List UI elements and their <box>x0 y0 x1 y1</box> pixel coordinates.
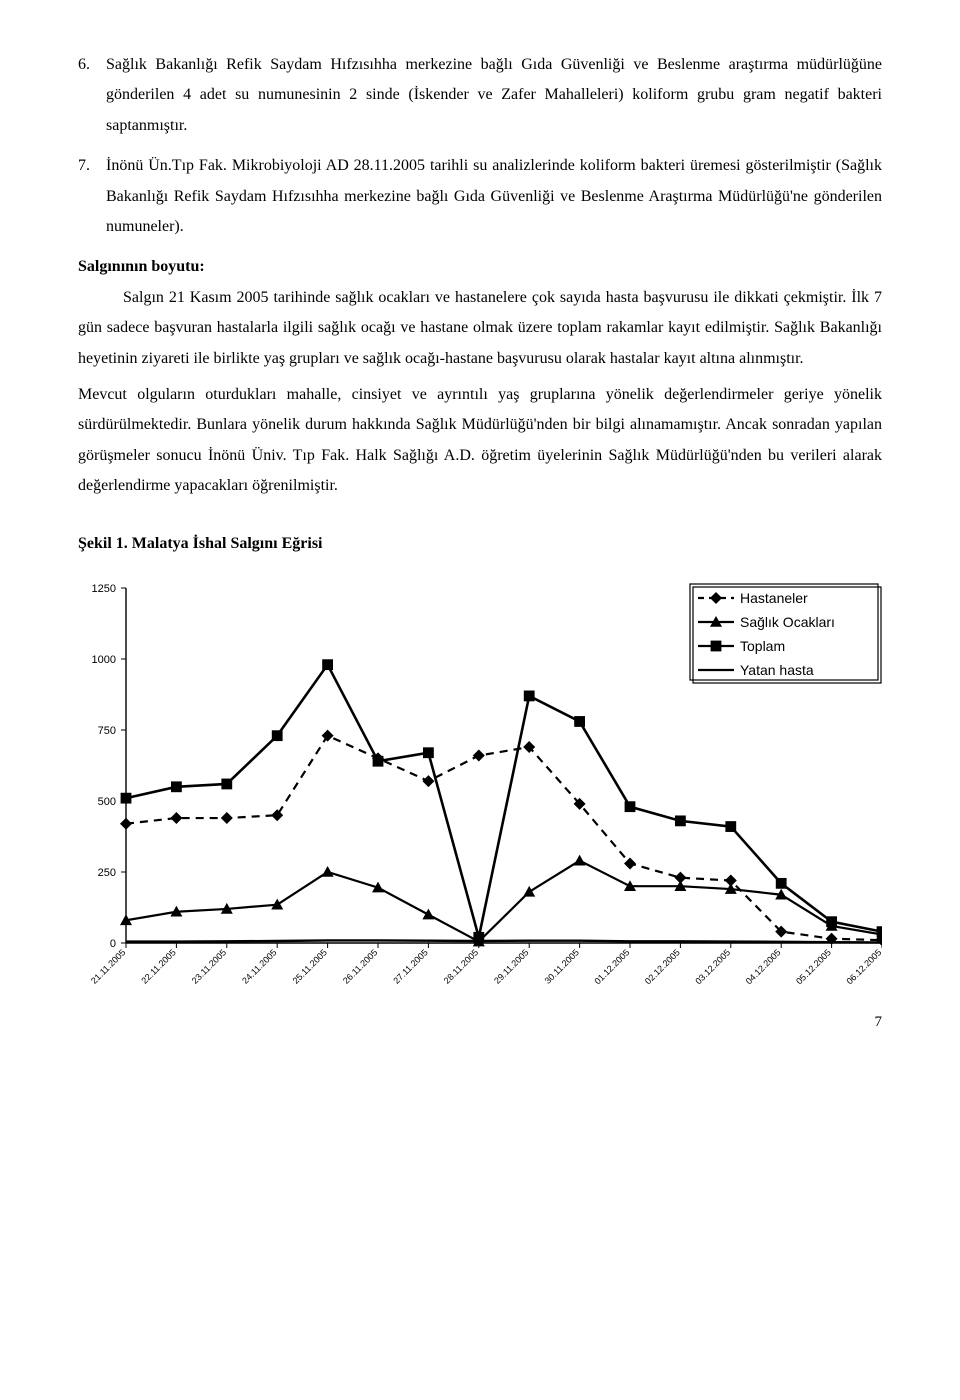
svg-text:Sağlık Ocakları: Sağlık Ocakları <box>740 614 835 630</box>
svg-text:Yatan hasta: Yatan hasta <box>740 662 814 678</box>
svg-text:750: 750 <box>98 725 116 737</box>
svg-text:Toplam: Toplam <box>740 638 785 654</box>
svg-text:25.11.2005: 25.11.2005 <box>291 947 329 985</box>
list-text: Sağlık Bakanlığı Refik Saydam Hıfzısıhha… <box>106 50 882 141</box>
line-chart-svg: 0 250 500 750 1000 1250 21.11.2005 22.11.2005 23… <box>78 578 882 998</box>
svg-text:1000: 1000 <box>92 654 116 666</box>
svg-text:0: 0 <box>110 938 116 950</box>
svg-text:500: 500 <box>98 796 116 808</box>
svg-text:01.12.2005: 01.12.2005 <box>592 947 631 986</box>
list-text: İnönü Ün.Tıp Fak. Mikrobiyoloji AD 28.11… <box>106 151 882 242</box>
svg-text:27.11.2005: 27.11.2005 <box>391 947 429 985</box>
outbreak-chart: 0 250 500 750 1000 1250 21.11.2005 22.11.2005 23… <box>78 578 882 998</box>
svg-text:29.11.2005: 29.11.2005 <box>492 947 530 985</box>
svg-text:05.12.2005: 05.12.2005 <box>794 947 833 986</box>
paragraph-1: Salgın 21 Kasım 2005 tarihinde sağlık oc… <box>78 283 882 374</box>
paragraph-2: Mevcut olguların oturdukları mahalle, ci… <box>78 380 882 502</box>
svg-text:04.12.2005: 04.12.2005 <box>744 947 783 986</box>
svg-text:30.11.2005: 30.11.2005 <box>543 947 581 985</box>
page-number: 7 <box>78 1008 882 1037</box>
svg-text:1250: 1250 <box>92 583 116 595</box>
list-item-6: 6. Sağlık Bakanlığı Refik Saydam Hıfzısı… <box>78 50 882 141</box>
svg-text:06.12.2005: 06.12.2005 <box>844 947 882 986</box>
svg-text:22.11.2005: 22.11.2005 <box>139 947 177 985</box>
svg-text:Hastaneler: Hastaneler <box>740 590 808 606</box>
svg-text:02.12.2005: 02.12.2005 <box>643 947 682 986</box>
svg-text:03.12.2005: 03.12.2005 <box>693 947 732 986</box>
svg-text:21.11.2005: 21.11.2005 <box>89 947 127 985</box>
list-number: 6. <box>78 50 106 141</box>
list-number: 7. <box>78 151 106 242</box>
list-item-7: 7. İnönü Ün.Tıp Fak. Mikrobiyoloji AD 28… <box>78 151 882 242</box>
svg-text:23.11.2005: 23.11.2005 <box>190 947 228 985</box>
figure-title: Şekil 1. Malatya İshal Salgını Eğrisi <box>78 529 882 559</box>
svg-text:26.11.2005: 26.11.2005 <box>341 947 379 985</box>
svg-text:24.11.2005: 24.11.2005 <box>240 947 278 985</box>
svg-text:250: 250 <box>98 867 116 879</box>
svg-text:28.11.2005: 28.11.2005 <box>442 947 480 985</box>
section-heading: Salgınının boyutu: <box>78 252 882 282</box>
